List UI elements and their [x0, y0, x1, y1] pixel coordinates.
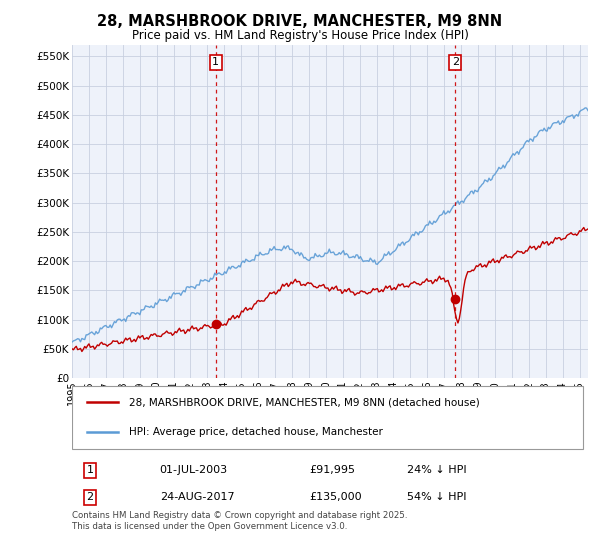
Text: Contains HM Land Registry data © Crown copyright and database right 2025.
This d: Contains HM Land Registry data © Crown c… [72, 511, 407, 531]
Text: 28, MARSHBROOK DRIVE, MANCHESTER, M9 8NN: 28, MARSHBROOK DRIVE, MANCHESTER, M9 8NN [97, 14, 503, 29]
Text: 1: 1 [86, 465, 94, 475]
Text: £91,995: £91,995 [310, 465, 355, 475]
Text: 54% ↓ HPI: 54% ↓ HPI [407, 492, 467, 502]
Text: 2: 2 [452, 57, 459, 67]
Text: 1: 1 [212, 57, 220, 67]
Text: £135,000: £135,000 [310, 492, 362, 502]
Text: 24-AUG-2017: 24-AUG-2017 [160, 492, 235, 502]
Text: HPI: Average price, detached house, Manchester: HPI: Average price, detached house, Manc… [129, 427, 383, 437]
Text: Price paid vs. HM Land Registry's House Price Index (HPI): Price paid vs. HM Land Registry's House … [131, 29, 469, 42]
Text: 28, MARSHBROOK DRIVE, MANCHESTER, M9 8NN (detached house): 28, MARSHBROOK DRIVE, MANCHESTER, M9 8NN… [129, 398, 479, 408]
Text: 2: 2 [86, 492, 94, 502]
FancyBboxPatch shape [72, 386, 583, 449]
Text: 01-JUL-2003: 01-JUL-2003 [160, 465, 228, 475]
Text: 24% ↓ HPI: 24% ↓ HPI [407, 465, 467, 475]
